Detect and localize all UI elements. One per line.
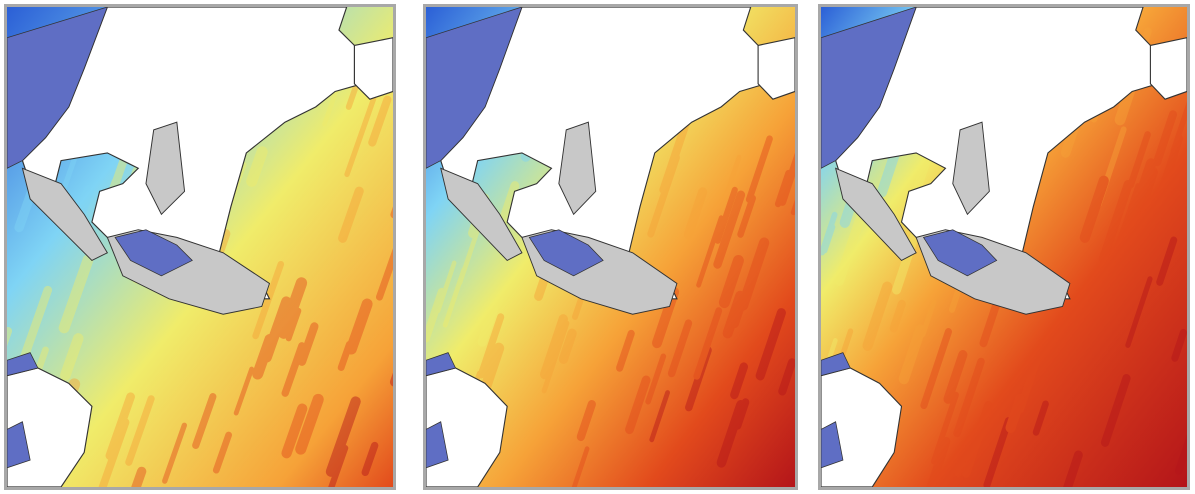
map-svg	[7, 7, 393, 487]
map-svg	[426, 7, 795, 487]
breakwater-left	[821, 7, 917, 169]
map-panel-middle	[423, 4, 798, 490]
wharf-block	[528, 229, 604, 277]
jetty-lower-left	[426, 352, 457, 469]
land-corner	[757, 37, 795, 100]
breakwater-left	[7, 7, 108, 169]
map-panel-left	[4, 4, 396, 490]
wharf-block	[114, 229, 193, 277]
wharf-block	[922, 229, 998, 277]
pier-upper	[952, 121, 990, 216]
jetty-lower-left	[821, 352, 851, 469]
pier-left	[440, 167, 523, 262]
land-corner	[353, 37, 393, 100]
breakwater-left	[426, 7, 523, 169]
pier-upper	[145, 121, 186, 216]
map-panel-right	[818, 4, 1190, 490]
map-svg	[821, 7, 1187, 487]
pier-left	[834, 167, 917, 262]
jetty-lower-left	[7, 352, 39, 469]
pier-upper	[558, 121, 597, 216]
land-corner	[1149, 37, 1187, 100]
pier-left	[21, 167, 109, 262]
